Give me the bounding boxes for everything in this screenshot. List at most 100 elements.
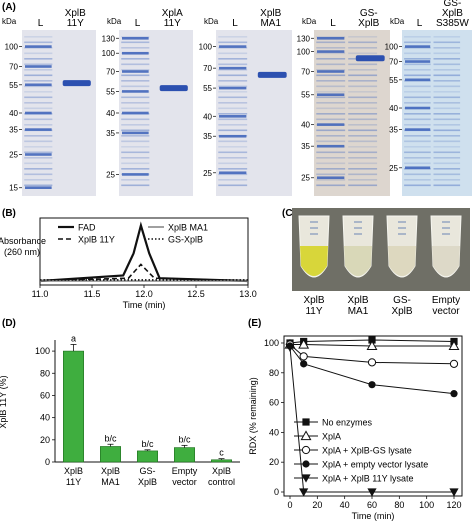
protein-band — [433, 96, 461, 99]
bar — [211, 459, 232, 463]
protein-band — [24, 85, 53, 88]
tube-label: GS-XplB — [391, 295, 412, 317]
y-axis-label: Absorbance (260 nm) — [0, 236, 46, 257]
marker-label: 70 — [203, 64, 212, 73]
protein-band — [218, 80, 248, 82]
protein-band — [24, 162, 53, 165]
y-tick-label: 20 — [269, 457, 279, 467]
ladder-band — [122, 51, 149, 55]
protein-band — [404, 162, 431, 165]
protein-band — [433, 41, 461, 44]
protein-band — [348, 140, 378, 143]
protein-band — [121, 107, 150, 110]
protein-band — [433, 135, 461, 137]
protein-band — [433, 85, 461, 88]
data-point — [449, 488, 459, 497]
tube-liquid — [344, 246, 372, 276]
gel-unit-label: kDa — [390, 17, 405, 26]
series-line-xplb-11y — [39, 263, 249, 282]
protein-band — [348, 135, 378, 137]
y-axis-label: Activity relative toXplB 11Y (%) — [0, 367, 8, 437]
series-line — [289, 339, 455, 344]
protein-band — [316, 52, 346, 55]
protein-band — [348, 113, 378, 115]
marker-label: 25 — [106, 170, 115, 179]
significance-label: b/c — [104, 433, 117, 443]
x-tick-label: 120 — [446, 500, 461, 510]
marker-label: 15 — [9, 184, 18, 193]
protein-band — [404, 102, 431, 104]
protein-band — [218, 124, 248, 126]
protein-band — [121, 47, 150, 49]
protein-band — [404, 52, 431, 55]
ladder-band — [405, 106, 431, 110]
gel-lane-label: L — [330, 18, 336, 29]
x-tick-label: 40 — [340, 500, 350, 510]
protein-band — [348, 168, 378, 170]
protein-band — [404, 129, 431, 132]
protein-band — [348, 124, 378, 126]
chromatogram-chart: 11.0 11.5 12.0 12.5 13.0 Time (min) Absorbance… — [0, 217, 257, 310]
protein-band — [218, 107, 248, 110]
protein-band — [404, 36, 431, 38]
protein-band — [218, 151, 248, 154]
protein-band — [433, 184, 461, 187]
marker-label: 25 — [389, 164, 398, 173]
ladder-band — [25, 128, 52, 131]
tube-liquid — [300, 246, 328, 276]
protein-band — [316, 146, 346, 148]
protein-band — [316, 107, 346, 110]
protein-band — [348, 74, 378, 77]
protein-band — [24, 47, 53, 49]
tube-liquid — [388, 246, 416, 276]
legend-label: XplA + empty vector lysate — [322, 460, 428, 470]
protein-band — [121, 157, 150, 159]
data-point — [299, 488, 309, 497]
y-tick-label: 80 — [40, 368, 50, 378]
protein-band — [348, 85, 378, 88]
panel-b-letter: (B) — [2, 208, 16, 219]
ladder-band — [122, 90, 149, 93]
protein-band — [24, 91, 53, 93]
legend-label: XplA + XplB 11Y lysate — [322, 474, 413, 484]
data-point — [301, 474, 311, 483]
protein-band — [348, 91, 378, 93]
bar — [174, 447, 195, 463]
protein-band — [121, 91, 150, 93]
protein-band — [24, 58, 53, 60]
legend-label: XplB 11Y — [78, 235, 115, 245]
gel-unit-label: kDa — [107, 17, 122, 26]
marker-label: 130 — [102, 34, 116, 43]
y-tick-label: 60 — [269, 398, 279, 408]
protein-band — [404, 173, 431, 176]
protein-band — [404, 118, 431, 121]
protein-band — [218, 135, 248, 137]
protein-band — [24, 113, 53, 115]
protein-band — [404, 91, 431, 93]
protein-band — [316, 124, 346, 126]
gel-unit-label: kDa — [302, 17, 317, 26]
protein-band — [348, 63, 378, 66]
series-line — [290, 344, 454, 347]
protein-band — [404, 85, 431, 88]
tubes-photo: XplB 11Y XplB MA1 GS-XplB Empty vector — [292, 208, 470, 317]
protein-band — [218, 118, 248, 121]
x-axis-label: Time (min) — [352, 511, 395, 521]
bar — [63, 350, 84, 463]
protein-band — [218, 69, 248, 71]
gel-lane-label: XplB 11Y — [65, 8, 86, 29]
protein-band — [316, 151, 346, 154]
marker-label: 55 — [301, 91, 310, 100]
rdx-time-course-chart: 0 20 40 60 80 100 120 0 20 40 60 80 100 Time (min) RDX… — [248, 335, 463, 521]
protein-band — [316, 113, 346, 115]
protein-band — [24, 107, 53, 110]
x-tick-label: 100 — [419, 500, 434, 510]
x-tick-label: 80 — [394, 500, 404, 510]
protein-band — [316, 157, 346, 159]
tube-liquid — [432, 246, 460, 276]
protein-band — [348, 129, 378, 132]
protein-band — [348, 179, 378, 181]
protein-band — [24, 36, 53, 38]
protein-band — [433, 129, 461, 132]
